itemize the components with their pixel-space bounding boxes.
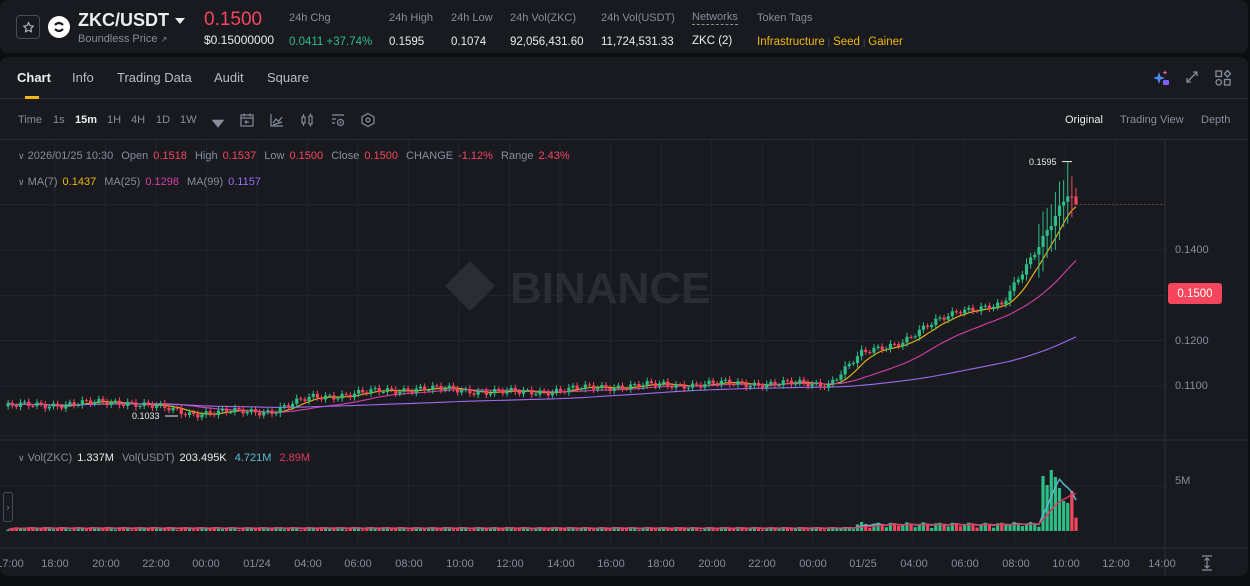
tag-gainer[interactable]: Gainer (868, 36, 903, 48)
star-icon (22, 20, 34, 33)
tab-chart[interactable]: Chart (17, 70, 51, 85)
interval-1s[interactable]: 1s (53, 114, 65, 126)
price-page-link[interactable]: Boundless Price ↗ (78, 33, 167, 45)
chart-settings-icon[interactable] (330, 112, 346, 128)
stat-networks[interactable]: Networks ZKC (2) (692, 11, 738, 47)
svg-text:BINANCE: BINANCE (510, 264, 710, 313)
pair-selector[interactable]: ZKC/USDT (78, 10, 185, 31)
chart-canvas[interactable]: BINANCE (0, 141, 1248, 576)
view-original[interactable]: Original (1065, 114, 1103, 126)
interval-1h[interactable]: 1H (107, 114, 122, 126)
interval-15m[interactable]: 15m (75, 114, 98, 126)
ohlc-legend: ∨ 2026/01/25 10:30 Open 0.1518 High 0.1537 … (18, 150, 570, 162)
expand-icon[interactable] (1184, 69, 1200, 85)
low-marker-label: 0.1033 (132, 411, 160, 421)
tab-trading-data[interactable]: Trading Data (117, 70, 192, 85)
tab-audit[interactable]: Audit (214, 70, 244, 85)
stat-24h-vol-zkc: 24h Vol(ZKC) 92,056,431.60 (510, 12, 584, 48)
hexagon-settings-icon[interactable] (360, 112, 376, 128)
stat-24h-high: 24h High 0.1595 (389, 12, 434, 48)
favorite-button[interactable] (16, 15, 40, 39)
layout-grid-icon[interactable] (1214, 69, 1232, 87)
volume-tick: 5M (1175, 475, 1191, 487)
candlestick-chart[interactable]: BINANCE ∨ 2026/01/25 10:30 Open 0.1518 Hig… (0, 141, 1248, 576)
tab-bar: Chart Info Trading Data Audit Square (0, 57, 1248, 99)
volume-legend: ∨ Vol(ZKC) 1.337M Vol(USDT) 203.495K 4.721M… (18, 452, 311, 464)
time-label: Time (18, 114, 43, 126)
stat-24h-low: 24h Low 0.1074 (451, 12, 493, 48)
collapse-chevron-icon[interactable]: ∨ (18, 453, 25, 463)
indicator-line-icon[interactable] (269, 112, 285, 128)
chart-toolbar: Time 1s 15m 1H 4H 1D 1W Original Trading… (0, 100, 1248, 140)
token-tags: Token Tags Infrastructure | Seed | Gainer (757, 12, 903, 48)
tab-square[interactable]: Square (267, 70, 309, 85)
stat-24h-change: 24h Chg 0.0411 +37.74% (289, 12, 373, 48)
active-tab-indicator (25, 96, 39, 99)
chart-panel: Chart Info Trading Data Audit Square Tim… (0, 57, 1248, 576)
stat-24h-vol-usdt: 24h Vol(USDT) 11,724,531.33 (601, 12, 675, 48)
price-tick: 0.1100 (1175, 380, 1208, 392)
interval-4h[interactable]: 4H (131, 114, 146, 126)
coin-logo-icon (48, 16, 70, 38)
collapse-chevron-icon[interactable]: ∨ (18, 177, 25, 187)
pair-name: ZKC/USDT (78, 10, 169, 30)
last-price-usd: $0.15000000 (204, 33, 275, 47)
auto-scale-icon[interactable] (1200, 555, 1214, 571)
calendar-icon[interactable] (239, 112, 255, 128)
view-trading-view[interactable]: Trading View (1120, 114, 1184, 126)
time-axis[interactable]: 17:00 18:00 20:00 22:00 00:00 01/24 04:0… (0, 558, 1176, 570)
last-price: 0.1500 (204, 9, 263, 30)
market-header: ZKC/USDT Boundless Price ↗ 0.1500 $0.150… (0, 0, 1248, 53)
tab-info[interactable]: Info (72, 70, 94, 85)
expand-side-handle[interactable]: › (3, 492, 13, 522)
tag-infrastructure[interactable]: Infrastructure (757, 36, 825, 48)
interval-1w[interactable]: 1W (180, 114, 197, 126)
collapse-chevron-icon[interactable]: ∨ (18, 151, 25, 161)
external-link-icon: ↗ (160, 35, 168, 44)
price-tick: 0.1400 (1175, 244, 1209, 256)
chevron-down-icon (175, 17, 185, 24)
interval-1d[interactable]: 1D (156, 114, 171, 126)
subtitle-text: Boundless Price (78, 33, 158, 45)
current-price-tag: 0.1500 (1168, 283, 1222, 304)
interval-dropdown-icon[interactable] (210, 115, 226, 131)
high-marker-label: 0.1595 (1029, 157, 1057, 167)
tag-seed[interactable]: Seed (833, 36, 860, 48)
ma-legend: ∨ MA(7) 0.1437 MA(25) 0.1298 MA(99) 0.1157 (18, 176, 261, 188)
price-tick: 0.1200 (1175, 335, 1209, 347)
candle-type-icon[interactable] (299, 112, 315, 128)
ai-sparkle-icon[interactable] (1152, 69, 1170, 87)
view-depth[interactable]: Depth (1201, 114, 1231, 126)
